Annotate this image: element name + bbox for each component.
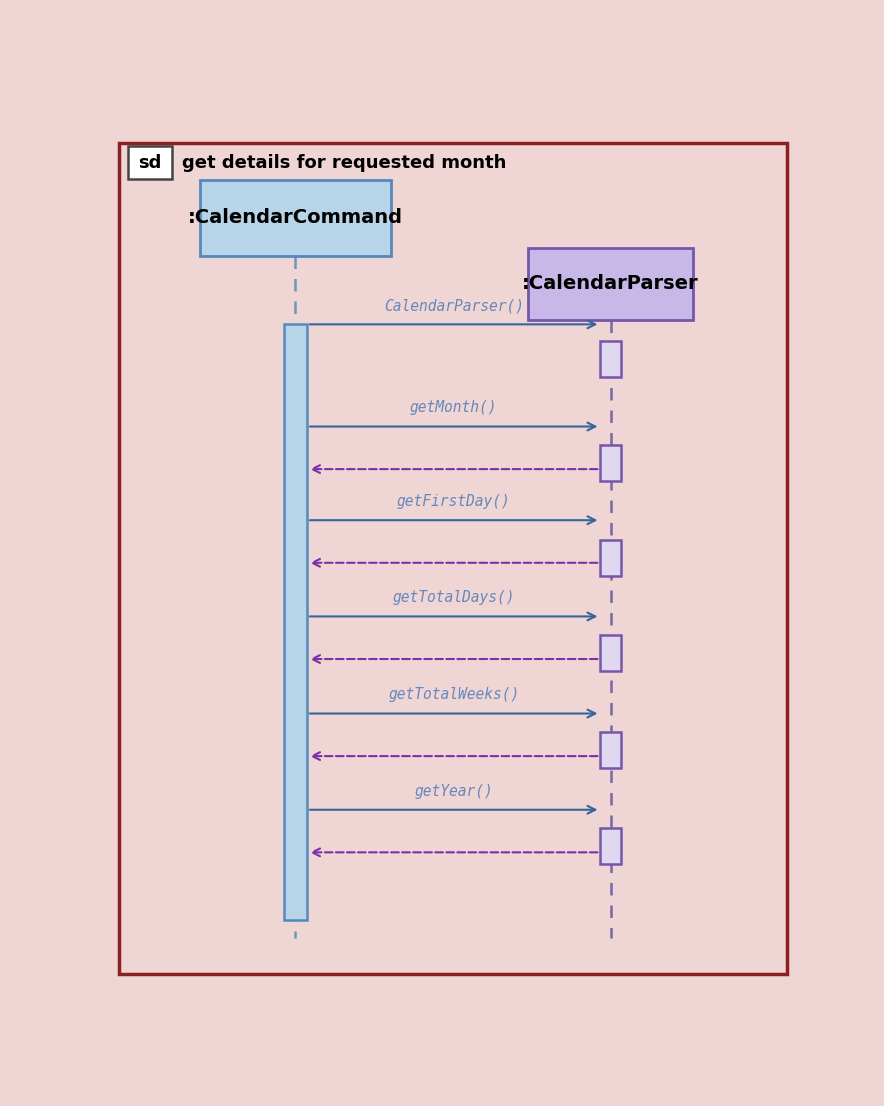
Bar bbox=[600, 732, 621, 768]
Text: sd: sd bbox=[138, 154, 162, 171]
Bar bbox=[529, 248, 693, 320]
Text: getTotalDays(): getTotalDays() bbox=[392, 591, 515, 605]
Bar bbox=[600, 828, 621, 864]
Bar bbox=[600, 446, 621, 481]
Text: getYear(): getYear() bbox=[415, 784, 493, 799]
Text: :CalendarCommand: :CalendarCommand bbox=[188, 208, 403, 228]
Bar bbox=[600, 342, 621, 377]
Bar bbox=[127, 146, 172, 179]
Text: :CalendarParser: :CalendarParser bbox=[522, 274, 699, 293]
Bar bbox=[284, 324, 307, 920]
Text: CalendarParser(): CalendarParser() bbox=[384, 299, 523, 313]
Text: getTotalWeeks(): getTotalWeeks() bbox=[388, 688, 520, 702]
Text: getFirstDay(): getFirstDay() bbox=[397, 494, 511, 509]
Text: get details for requested month: get details for requested month bbox=[182, 154, 507, 171]
Bar bbox=[600, 635, 621, 671]
Bar bbox=[200, 179, 392, 257]
Bar bbox=[600, 540, 621, 575]
Text: getMonth(): getMonth() bbox=[410, 400, 498, 416]
